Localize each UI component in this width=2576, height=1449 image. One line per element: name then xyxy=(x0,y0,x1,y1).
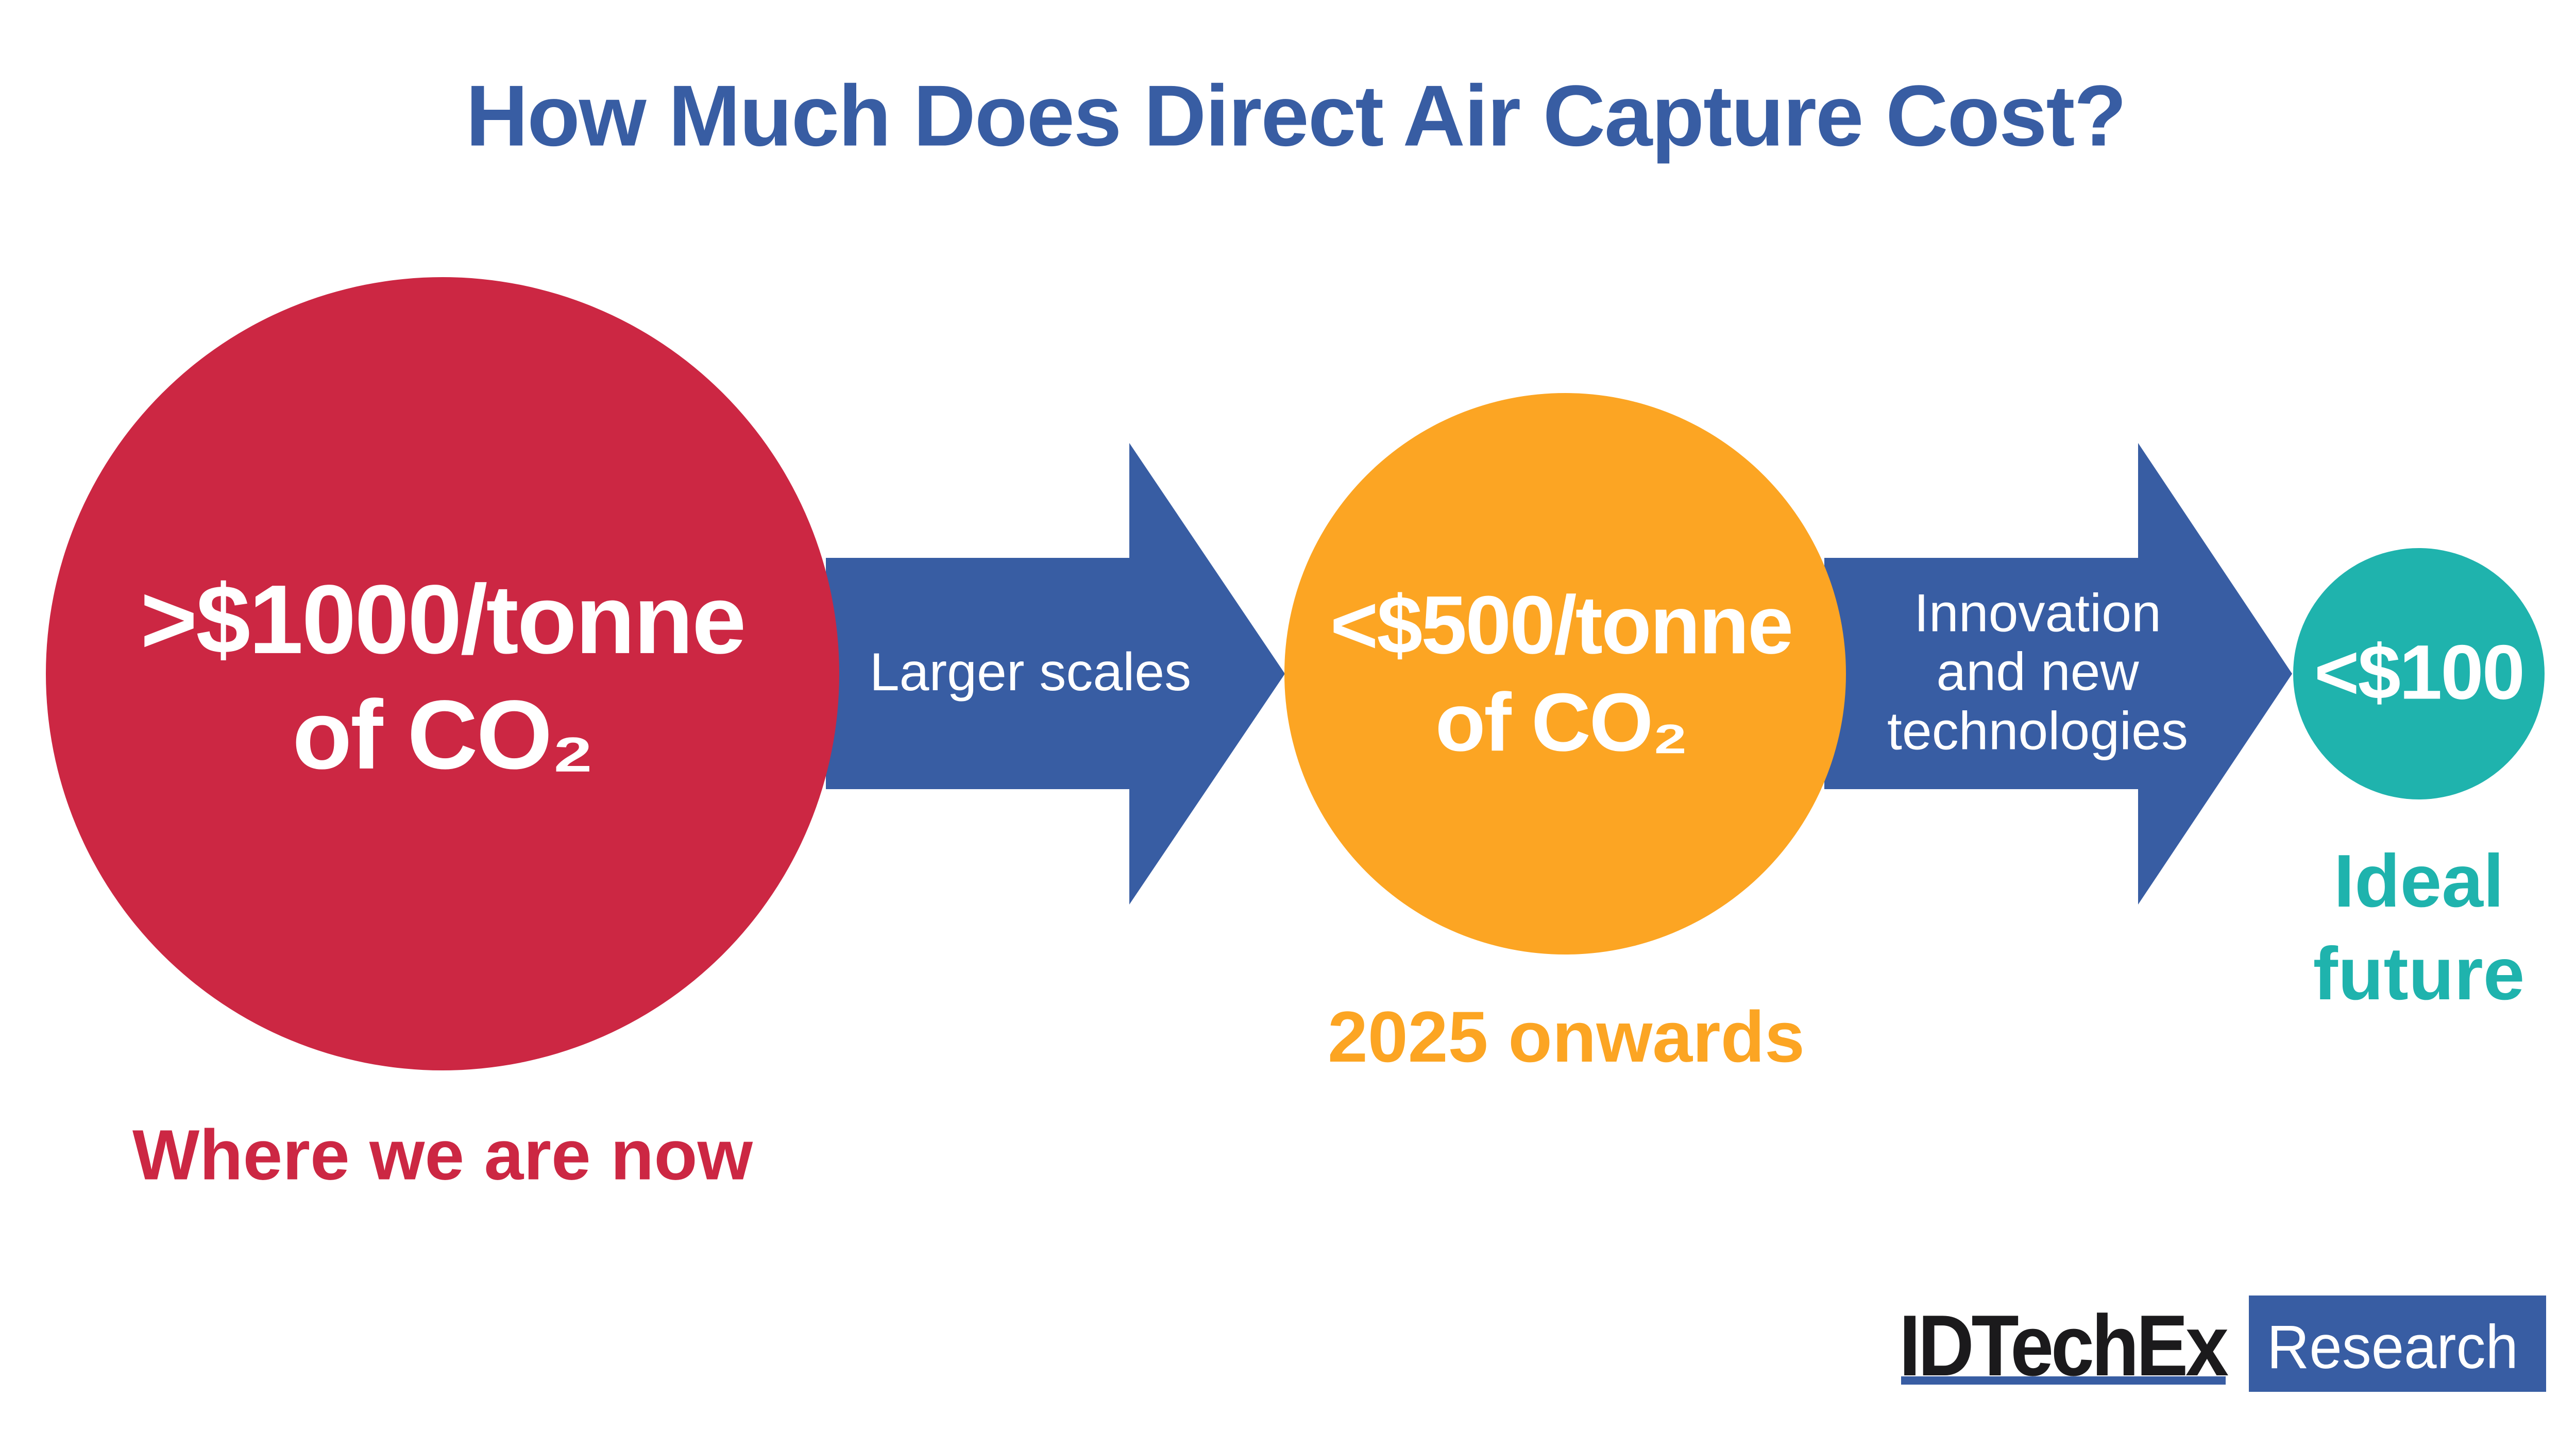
cost-now: >$1000/tonne of CO₂ xyxy=(140,562,746,793)
page-title: How Much Does Direct Air Capture Cost? xyxy=(465,67,2127,164)
caption-2025: 2025 onwards xyxy=(1328,996,1805,1077)
cost-2025-line1: <$500/tonne xyxy=(1330,578,1793,671)
arrow-label-line3: technologies xyxy=(1887,701,2188,761)
circle-future xyxy=(2293,548,2545,799)
circle-now xyxy=(46,277,839,1070)
arrow-larger-scales xyxy=(826,443,1285,905)
arrow-innovation xyxy=(1824,443,2292,905)
cost-now-line2: of CO₂ xyxy=(292,680,595,790)
arrow-label-larger-scales: Larger scales xyxy=(869,642,1192,702)
cost-2025: <$500/tonne of CO₂ xyxy=(1330,576,1793,771)
caption-now: Where we are now xyxy=(132,1115,753,1195)
caption-future: Ideal future xyxy=(2313,834,2525,1020)
arrow-label-innovation: Innovation and new technologies xyxy=(1887,583,2188,761)
logo-tag: Research xyxy=(2267,1312,2518,1382)
logo-brand: IDTechEx xyxy=(1899,1297,2229,1394)
logo-underline xyxy=(1901,1376,2226,1385)
arrow-label-line2: and new xyxy=(1936,642,2139,702)
cost-future: <$100 xyxy=(2314,628,2525,715)
cost-2025-line2: of CO₂ xyxy=(1435,676,1689,768)
caption-future-line1: Ideal xyxy=(2333,839,2504,923)
circle-2025 xyxy=(1284,393,1846,954)
logo-research-box xyxy=(2249,1295,2546,1392)
caption-future-line2: future xyxy=(2313,932,2525,1015)
arrow-label-line1: Innovation xyxy=(1914,583,2161,643)
cost-now-line1: >$1000/tonne xyxy=(140,565,746,674)
